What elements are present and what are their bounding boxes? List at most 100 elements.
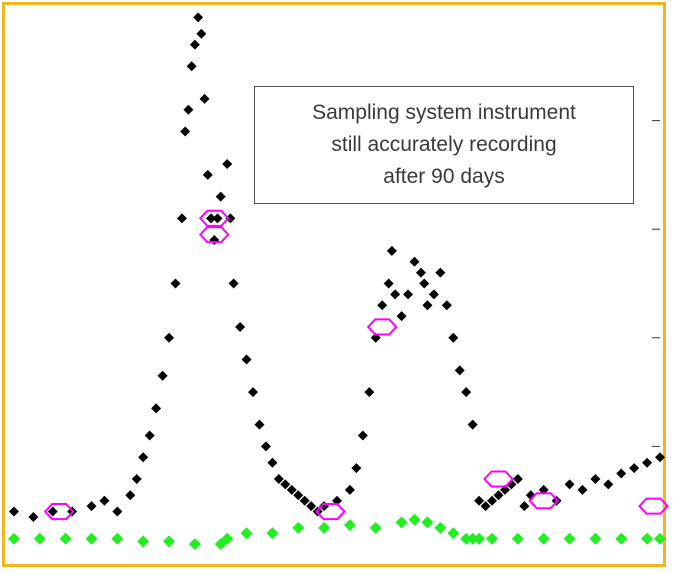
data-point bbox=[59, 532, 72, 545]
data-point bbox=[377, 300, 388, 311]
data-point bbox=[125, 490, 136, 501]
data-point bbox=[564, 479, 575, 490]
data-point bbox=[428, 289, 439, 300]
data-point bbox=[467, 419, 478, 430]
data-point bbox=[396, 311, 407, 322]
data-point bbox=[228, 278, 239, 289]
data-point bbox=[131, 473, 142, 484]
data-point bbox=[486, 532, 499, 545]
data-point bbox=[292, 521, 305, 534]
data-point bbox=[176, 213, 187, 224]
data-point bbox=[447, 527, 460, 540]
data-point bbox=[448, 332, 459, 343]
data-point bbox=[183, 104, 194, 115]
data-point bbox=[222, 159, 233, 170]
series-2 bbox=[8, 513, 666, 551]
data-point bbox=[421, 516, 434, 529]
data-point bbox=[306, 501, 317, 512]
data-point bbox=[603, 479, 614, 490]
data-point bbox=[33, 532, 46, 545]
data-point bbox=[8, 532, 20, 545]
data-point bbox=[318, 521, 331, 534]
data-point bbox=[528, 492, 560, 510]
data-point bbox=[111, 532, 124, 545]
data-point bbox=[273, 473, 284, 484]
data-point bbox=[364, 387, 375, 398]
data-point bbox=[357, 430, 368, 441]
data-points bbox=[8, 12, 669, 551]
data-point bbox=[209, 235, 220, 246]
data-point bbox=[206, 213, 217, 224]
data-point bbox=[144, 430, 155, 441]
data-point bbox=[99, 495, 110, 506]
data-point bbox=[493, 490, 504, 501]
data-point bbox=[655, 452, 665, 463]
data-point bbox=[590, 473, 601, 484]
right-axis-ticks bbox=[652, 120, 660, 447]
data-point bbox=[221, 532, 234, 545]
data-point bbox=[212, 213, 223, 224]
data-point bbox=[188, 538, 201, 551]
data-point bbox=[466, 532, 479, 545]
data-point bbox=[164, 332, 175, 343]
data-point bbox=[487, 495, 498, 506]
data-point bbox=[196, 28, 207, 39]
data-point bbox=[480, 501, 491, 512]
data-point bbox=[435, 267, 446, 278]
data-point bbox=[366, 318, 398, 336]
data-point bbox=[267, 457, 278, 468]
data-point bbox=[386, 245, 397, 256]
annotation-box: Sampling system instrument still accurat… bbox=[254, 86, 634, 204]
data-point bbox=[415, 267, 426, 278]
data-point bbox=[189, 39, 200, 50]
data-point bbox=[641, 532, 654, 545]
data-point bbox=[615, 532, 628, 545]
data-point bbox=[654, 532, 666, 545]
data-point bbox=[383, 278, 394, 289]
data-point bbox=[629, 463, 640, 474]
data-point bbox=[511, 532, 524, 545]
data-point bbox=[137, 535, 150, 548]
data-point bbox=[260, 441, 271, 452]
data-point bbox=[163, 535, 176, 548]
data-point bbox=[434, 521, 447, 534]
data-point bbox=[315, 503, 346, 521]
data-point bbox=[512, 473, 523, 484]
data-point bbox=[409, 256, 420, 267]
data-point bbox=[563, 532, 576, 545]
data-point bbox=[180, 126, 191, 137]
data-point bbox=[286, 484, 297, 495]
data-point bbox=[193, 12, 204, 23]
data-point bbox=[47, 506, 58, 517]
data-point bbox=[202, 169, 213, 180]
data-point bbox=[215, 191, 226, 202]
data-point bbox=[85, 532, 98, 545]
data-point bbox=[293, 490, 304, 501]
data-point bbox=[186, 61, 197, 72]
data-point bbox=[408, 513, 421, 526]
data-point bbox=[225, 213, 236, 224]
data-point bbox=[235, 321, 246, 332]
data-point bbox=[537, 532, 550, 545]
data-point bbox=[299, 495, 310, 506]
data-point bbox=[157, 370, 168, 381]
series-1 bbox=[43, 209, 669, 521]
data-point bbox=[112, 506, 123, 517]
data-point bbox=[9, 506, 19, 517]
data-point bbox=[199, 93, 210, 104]
data-point bbox=[519, 501, 530, 512]
data-point bbox=[28, 511, 39, 522]
data-point bbox=[198, 209, 230, 227]
data-point bbox=[577, 484, 588, 495]
data-point bbox=[344, 484, 355, 495]
data-point bbox=[248, 387, 259, 398]
data-point bbox=[280, 479, 291, 490]
data-point bbox=[454, 365, 465, 376]
data-point bbox=[351, 463, 362, 474]
data-point bbox=[638, 497, 669, 515]
data-point bbox=[390, 289, 401, 300]
data-point bbox=[395, 516, 408, 529]
data-point bbox=[43, 503, 75, 521]
data-point bbox=[170, 278, 181, 289]
